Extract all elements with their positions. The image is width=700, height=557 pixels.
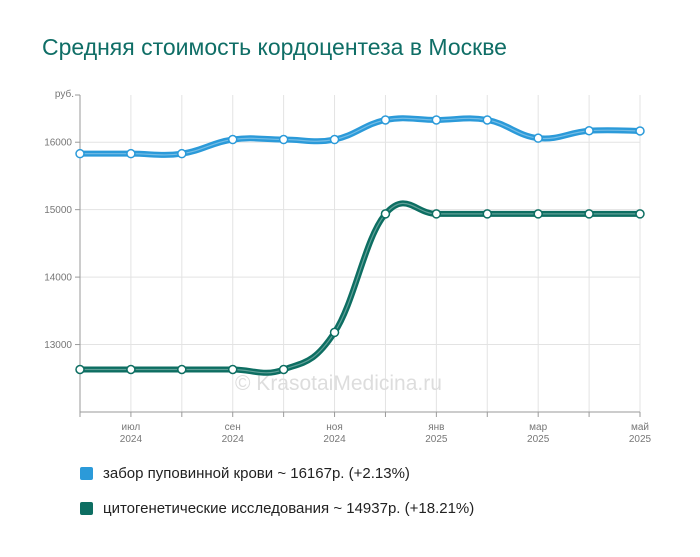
x-tick-label-year: 2025 — [527, 434, 550, 445]
data-point-series-2 — [126, 364, 136, 375]
data-point-series-2 — [533, 209, 543, 219]
chart-title: Средняя стоимость кордоцентеза в Москве — [42, 34, 507, 60]
grid — [79, 95, 641, 412]
data-points — [75, 115, 645, 375]
legend-swatch-series-1 — [80, 466, 93, 480]
data-point-series-1 — [177, 148, 187, 159]
data-point-series-1 — [227, 134, 238, 145]
y-tick-label: 13000 — [44, 340, 72, 351]
x-tick-label-month: сен — [225, 422, 241, 433]
data-point-series-2 — [482, 209, 493, 219]
data-point-series-1 — [533, 133, 543, 143]
data-point-series-1 — [482, 115, 493, 125]
x-tick-label-year: 2025 — [425, 434, 448, 445]
y-tick-label: 16000 — [44, 138, 72, 149]
data-point-series-2 — [227, 364, 238, 375]
x-tick-label-year: 2024 — [323, 434, 346, 445]
y-tick-label: 14000 — [44, 273, 72, 284]
axes: 13000140001500016000руб.июл2024сен2024но… — [44, 88, 651, 445]
watermark: © KrasotaiMedicina.ru — [235, 372, 442, 395]
y-tick-label: 15000 — [44, 205, 72, 216]
series-line-highlight-2 — [80, 202, 640, 374]
legend-label-series-2: цитогенетические исследования ~ 14937р. … — [103, 499, 475, 517]
data-point-series-1 — [278, 134, 289, 145]
legend-swatch-series-2 — [80, 501, 93, 515]
legend-item-series-1: забор пуповинной крови ~ 16167р. (+2.13%… — [80, 462, 680, 484]
legend-item-series-2: цитогенетические исследования ~ 14937р. … — [80, 497, 680, 519]
legend-label-series-1: забор пуповинной крови ~ 16167р. (+2.13%… — [103, 464, 410, 482]
x-tick-label-year: 2025 — [629, 434, 652, 445]
data-point-series-1 — [635, 126, 645, 136]
data-point-series-2 — [635, 209, 645, 219]
data-point-series-2 — [584, 209, 594, 219]
y-axis-label: руб. — [55, 88, 74, 100]
x-tick-label-month: мар — [529, 422, 547, 433]
data-point-series-1 — [126, 148, 136, 159]
series-line-2 — [77, 200, 643, 376]
x-tick-label-month: ноя — [326, 422, 343, 433]
x-tick-label-year: 2024 — [222, 434, 245, 445]
x-tick-label-month: май — [631, 422, 649, 433]
data-point-series-2 — [380, 209, 391, 219]
data-point-series-1 — [380, 115, 391, 125]
x-tick-label-year: 2024 — [120, 434, 143, 445]
data-point-series-1 — [329, 134, 340, 145]
data-point-series-2 — [177, 364, 187, 375]
data-point-series-1 — [75, 148, 85, 159]
data-point-series-1 — [431, 115, 442, 125]
series-line-highlight-1 — [80, 117, 641, 156]
series-line-1 — [77, 115, 643, 158]
data-point-series-2 — [329, 327, 340, 338]
x-tick-label-month: янв — [428, 422, 444, 433]
x-tick-label-month: июл — [122, 422, 141, 433]
data-point-series-1 — [584, 125, 594, 136]
data-point-series-2 — [431, 209, 442, 219]
data-point-series-2 — [75, 364, 85, 375]
data-point-series-2 — [278, 364, 289, 375]
series-lines — [77, 115, 643, 376]
